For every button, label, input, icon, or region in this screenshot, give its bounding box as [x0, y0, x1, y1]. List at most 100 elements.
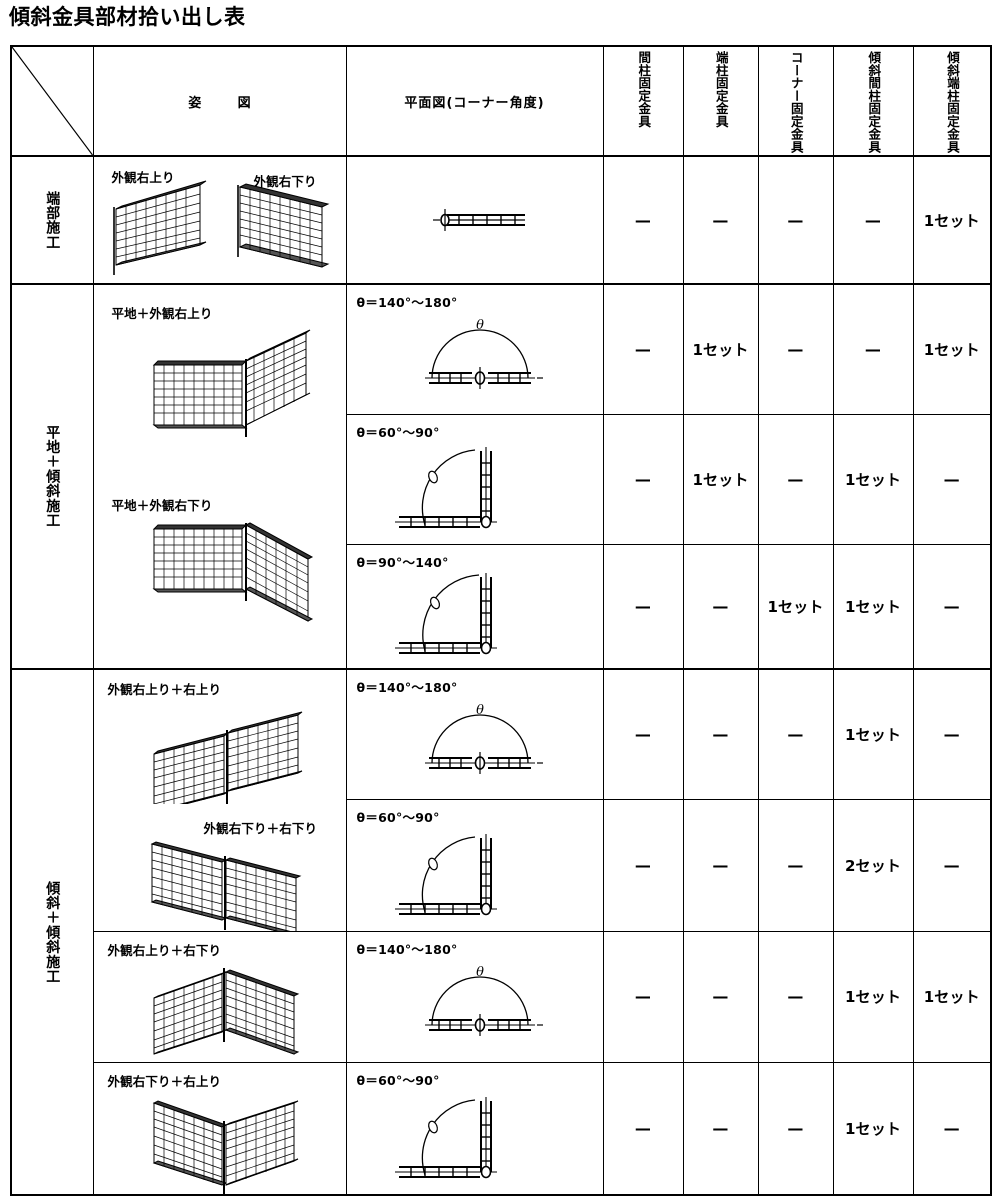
plan-angle-label: θ＝90°～140°	[356, 554, 449, 570]
value-cell: —	[682, 1061, 759, 1196]
value-cell: —	[682, 668, 759, 800]
value-cell: 1セット	[832, 543, 914, 670]
table-row: 端部施工 外観右上り 外観右下り	[10, 155, 992, 285]
header-corner-cell	[10, 45, 94, 157]
value-cell: —	[602, 668, 684, 800]
table-row: θ＝90°～140°	[11, 543, 992, 670]
value-cell: 1セット	[757, 543, 834, 670]
category-cell-1: 平地＋傾斜施工	[10, 283, 94, 670]
value-cell: —	[682, 930, 759, 1063]
table-row: θ＝60°～90°	[11, 798, 992, 932]
value-cell: —	[602, 543, 684, 670]
header-part-2: コーナー固定金具	[757, 45, 834, 157]
value-cell: —	[912, 413, 992, 545]
value-cell: —	[757, 668, 834, 800]
category-cell-2: 傾斜＋傾斜施工	[10, 668, 94, 1196]
svg-text:θ: θ	[476, 703, 484, 718]
header-part-label: 傾斜端柱固定金具	[944, 51, 960, 153]
figure-label: 外観右下り＋右下り	[203, 821, 318, 836]
figure-label: 外観右上り	[111, 170, 175, 185]
value-cell: 1セット	[832, 1061, 914, 1196]
plan-cell-2-0: θ＝140°～180° θ	[345, 668, 604, 800]
value-cell: —	[757, 798, 834, 932]
value-cell: 1セット	[682, 413, 759, 545]
value-cell: 1セット	[912, 155, 992, 285]
plan-angle-label: θ＝140°～180°	[356, 941, 458, 957]
plan-angle-label: θ＝60°～90°	[356, 424, 440, 440]
value-cell: —	[682, 798, 759, 932]
table-header-row: 姿 図 平面図(コーナー角度) 間柱固定金具 端柱固定金具 コーナー固定金具 傾…	[10, 45, 992, 157]
fence-two-sloped-up-icon	[153, 711, 302, 804]
value-cell: —	[602, 413, 684, 545]
plan-semicircle-arc-icon: θ	[424, 703, 543, 774]
header-plan: 平面図(コーナー角度)	[345, 45, 604, 157]
fence-valley-up-down-icon	[153, 967, 299, 1055]
value-cell: —	[602, 1061, 684, 1196]
category-cell-0: 端部施工	[10, 155, 94, 285]
value-cell: —	[682, 155, 759, 285]
plan-cell-1-0: θ＝140°～180° θ	[345, 283, 604, 415]
value-cell: —	[757, 283, 834, 415]
figure-label: 外観右上り＋右上り	[107, 682, 222, 697]
figure-label: 外観右下り＋右上り	[107, 1073, 222, 1089]
plan-quarter-arc-corner-icon	[394, 446, 497, 528]
category-label: 傾斜＋傾斜施工	[44, 880, 61, 984]
category-label: 平地＋傾斜施工	[44, 425, 61, 528]
fence-corner-flat-down-icon	[152, 522, 313, 622]
value-cell: —	[757, 1061, 834, 1196]
plan-quarter-arc-corner-wide-icon	[394, 572, 497, 654]
value-cell: 1セット	[832, 930, 914, 1063]
header-part-4: 傾斜端柱固定金具	[912, 45, 992, 157]
fence-valley-down-up-icon	[152, 1099, 298, 1193]
plan-angle-label: θ＝140°～180°	[356, 680, 458, 695]
value-cell: 1セット	[912, 930, 992, 1063]
header-elevation: 姿 図	[92, 45, 347, 157]
value-cell: —	[832, 283, 914, 415]
plan-cell-2-2: θ＝140°～180° θ	[345, 930, 604, 1063]
header-part-1: 端柱固定金具	[682, 45, 759, 157]
fence-two-sloped-down-icon	[150, 841, 301, 930]
value-cell: —	[602, 155, 684, 285]
header-part-label: 端柱固定金具	[713, 51, 729, 128]
plan-cell-1-1: θ＝60°～90°	[345, 413, 604, 545]
diagonal-slash-icon	[12, 47, 93, 155]
value-cell: —	[832, 155, 914, 285]
header-part-0: 間柱固定金具	[602, 45, 684, 157]
svg-text:θ: θ	[476, 318, 484, 333]
table-row: 平地＋傾斜施工 平地＋外観右上り	[10, 283, 992, 670]
header-part-3: 傾斜間柱固定金具	[832, 45, 914, 157]
figure-label: 平地＋外観右下り	[111, 498, 213, 513]
elevation-cell-2-b: 外観右上り＋右下り	[92, 930, 347, 1063]
value-cell: —	[602, 798, 684, 932]
value-cell: 1セット	[832, 413, 914, 545]
value-cell: 1セット	[682, 283, 759, 415]
plan-quarter-arc-corner-icon	[394, 833, 497, 915]
table-row: 外観右上り＋右下り	[11, 930, 992, 1063]
figure-label: 外観右上り＋右下り	[107, 942, 222, 958]
plan-straight-end-post-icon	[432, 209, 525, 231]
plan-cell-1-2: θ＝90°～140°	[345, 543, 604, 670]
value-cell: 2セット	[832, 798, 914, 932]
plan-angle-label: θ＝60°～90°	[356, 809, 440, 825]
value-cell: —	[912, 543, 992, 670]
value-cell: 1セット	[912, 283, 992, 415]
plan-cell-2-3: θ＝60°～90°	[345, 1061, 604, 1196]
svg-text:θ: θ	[476, 965, 484, 980]
plan-angle-label: θ＝60°～90°	[356, 1072, 440, 1088]
header-part-label: 間柱固定金具	[636, 51, 652, 128]
table-row: 傾斜＋傾斜施工 外観右上り＋右上り	[10, 668, 992, 1196]
figure-label: 平地＋外観右上り	[111, 306, 213, 321]
elevation-cell-1: 平地＋外観右上り	[92, 283, 347, 670]
plan-semicircle-arc-icon: θ	[424, 318, 543, 389]
value-cell: —	[602, 283, 684, 415]
value-cell: —	[757, 155, 834, 285]
value-cell: 1セット	[832, 668, 914, 800]
value-cell: —	[682, 543, 759, 670]
value-cell: —	[912, 798, 992, 932]
plan-cell-2-1: θ＝60°～90°	[345, 798, 604, 932]
value-cell: —	[912, 1061, 992, 1196]
fence-corner-flat-up-icon	[152, 329, 310, 437]
elevation-cell-2-c: 外観右下り＋右上り	[92, 1061, 347, 1196]
header-part-label: コーナー固定金具	[788, 51, 804, 153]
